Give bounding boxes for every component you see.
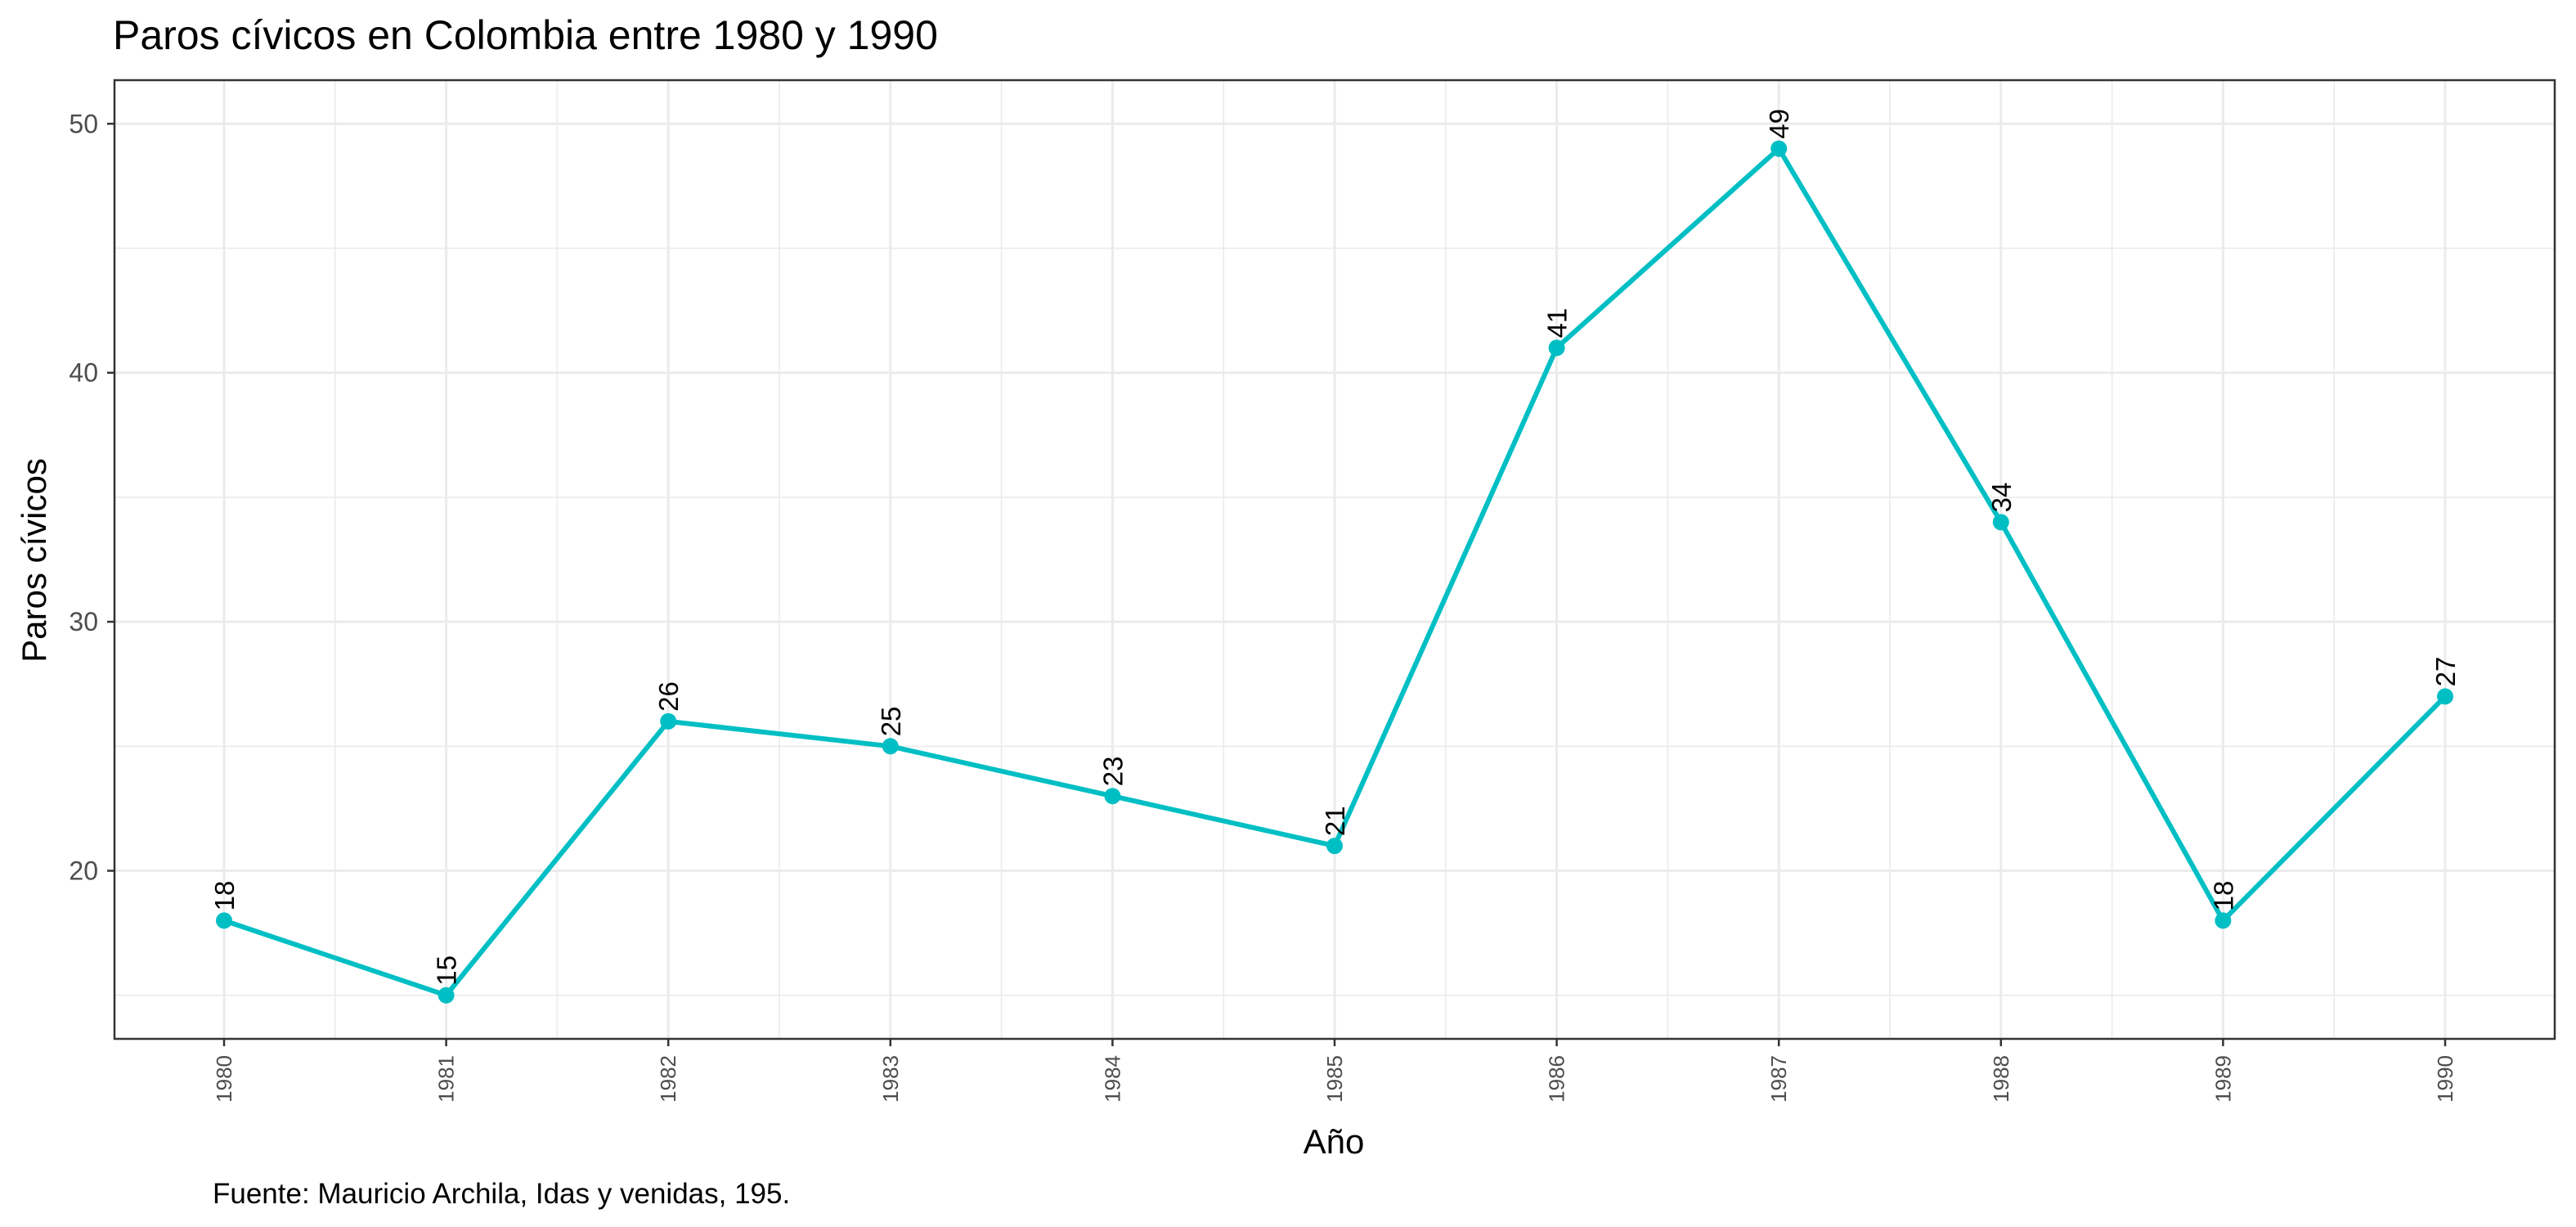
chart-title: Paros cívicos en Colombia entre 1980 y 1… bbox=[113, 12, 938, 58]
data-point bbox=[1770, 140, 1788, 157]
y-tick-label: 20 bbox=[69, 856, 98, 886]
data-point bbox=[660, 712, 677, 730]
data-label: 21 bbox=[1320, 806, 1350, 836]
data-point bbox=[438, 987, 455, 1004]
y-axis-title: Paros cívicos bbox=[15, 458, 53, 663]
x-axis-title: Año bbox=[1304, 1122, 1365, 1161]
grid-lines bbox=[114, 80, 2555, 1039]
data-points bbox=[216, 140, 2453, 1004]
x-tick-label: 1985 bbox=[1322, 1055, 1347, 1103]
x-tick-label: 1989 bbox=[2210, 1055, 2235, 1103]
data-label: 27 bbox=[2430, 657, 2461, 687]
y-axis: 20 30 40 50 bbox=[69, 109, 114, 886]
data-point bbox=[1548, 339, 1565, 357]
data-point bbox=[216, 912, 232, 929]
x-tick-label: 1984 bbox=[1100, 1055, 1124, 1103]
data-point bbox=[2437, 688, 2453, 705]
data-point bbox=[2215, 912, 2232, 929]
x-tick-label: 1982 bbox=[656, 1055, 680, 1103]
x-tick-label: 1990 bbox=[2433, 1055, 2457, 1103]
data-label: 15 bbox=[432, 955, 462, 986]
data-label: 26 bbox=[653, 681, 684, 712]
chart-caption: Fuente: Mauricio Archila, Idas y venidas… bbox=[213, 1178, 790, 1210]
data-label: 18 bbox=[2208, 881, 2238, 911]
data-label: 18 bbox=[209, 881, 240, 911]
data-label: 25 bbox=[876, 707, 906, 737]
y-tick-label: 30 bbox=[69, 607, 98, 636]
data-label: 49 bbox=[1764, 109, 1794, 139]
x-tick-label: 1986 bbox=[1545, 1055, 1569, 1103]
data-label: 41 bbox=[1542, 308, 1573, 339]
x-tick-label: 1981 bbox=[434, 1055, 459, 1103]
data-label: 34 bbox=[1986, 483, 2017, 513]
x-tick-label: 1983 bbox=[878, 1055, 903, 1103]
y-tick-label: 50 bbox=[69, 109, 98, 138]
data-labels: 18 15 26 25 23 21 41 49 34 18 27 bbox=[209, 109, 2461, 986]
data-point bbox=[1104, 788, 1121, 805]
x-tick-label: 1980 bbox=[212, 1055, 236, 1103]
data-point bbox=[1992, 514, 2009, 531]
data-label: 23 bbox=[1097, 756, 1128, 786]
x-axis: 1980 1981 1982 1983 1984 1985 1986 1987 1988 1989… bbox=[212, 1039, 2457, 1103]
data-point bbox=[1326, 838, 1343, 855]
x-tick-label: 1988 bbox=[1989, 1055, 2013, 1103]
x-tick-label: 1987 bbox=[1766, 1055, 1791, 1103]
data-point bbox=[882, 738, 899, 755]
y-tick-label: 40 bbox=[69, 358, 98, 388]
